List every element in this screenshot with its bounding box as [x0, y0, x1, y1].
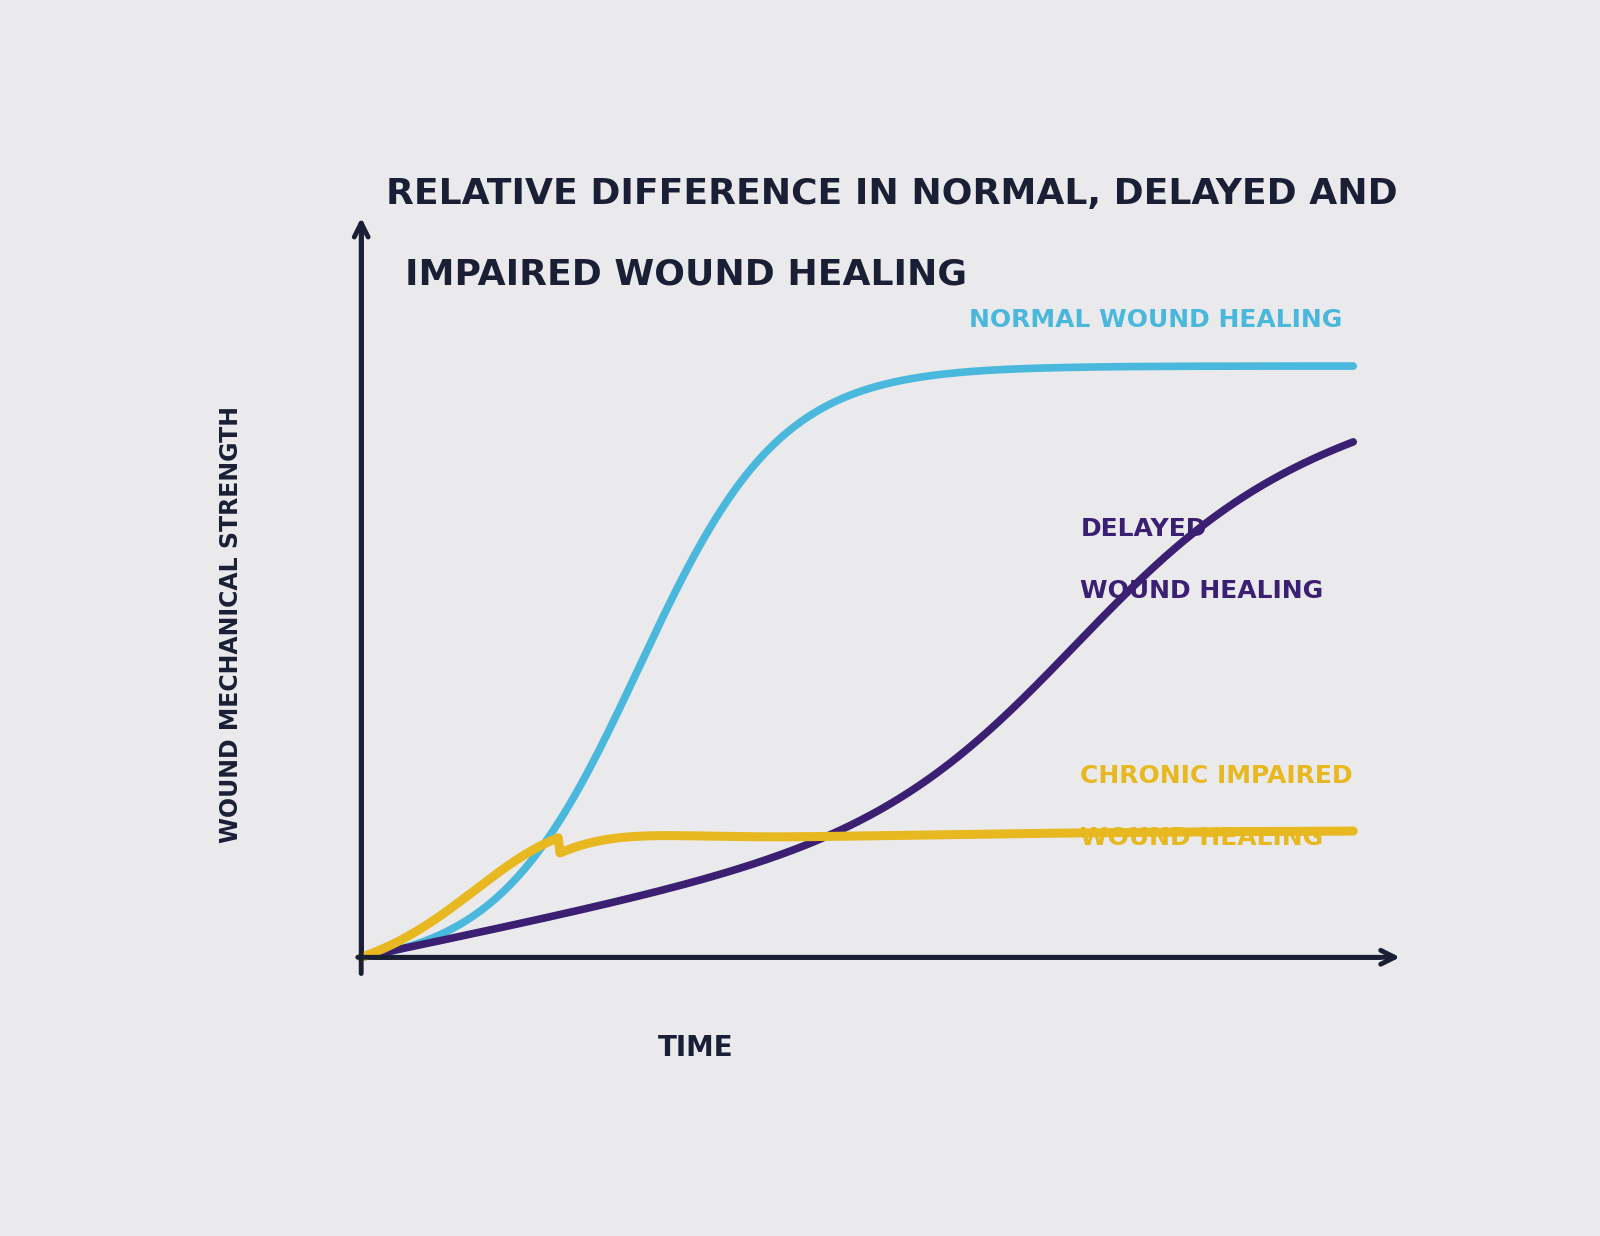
Text: RELATIVE DIFFERENCE IN NORMAL, DELAYED AND: RELATIVE DIFFERENCE IN NORMAL, DELAYED A…: [386, 177, 1398, 211]
Text: TIME: TIME: [658, 1033, 734, 1062]
Text: WOUND HEALING: WOUND HEALING: [1080, 827, 1323, 850]
Text: DELAYED: DELAYED: [1080, 517, 1206, 541]
Text: IMPAIRED WOUND HEALING: IMPAIRED WOUND HEALING: [405, 258, 966, 292]
Text: NORMAL WOUND HEALING: NORMAL WOUND HEALING: [970, 308, 1342, 331]
Text: WOUND HEALING: WOUND HEALING: [1080, 578, 1323, 603]
Text: CHRONIC IMPAIRED: CHRONIC IMPAIRED: [1080, 764, 1354, 789]
Text: WOUND MECHANICAL STRENGTH: WOUND MECHANICAL STRENGTH: [219, 405, 243, 843]
